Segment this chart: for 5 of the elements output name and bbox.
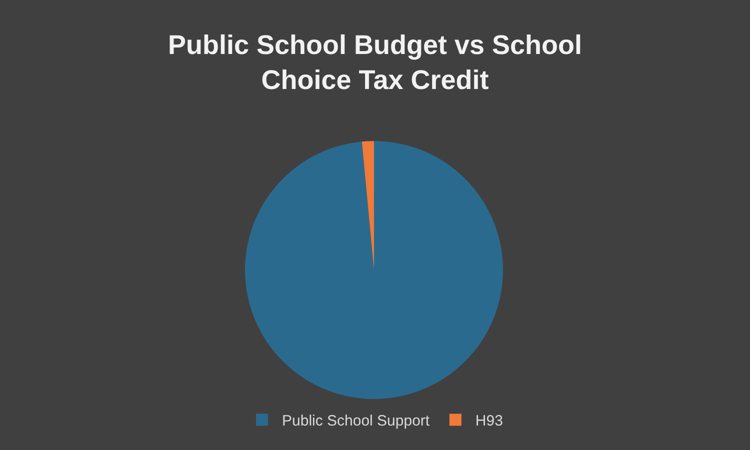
pie-slice	[245, 141, 503, 399]
chart-title: Public School Budget vs School Choice Tax Credit	[168, 30, 582, 96]
pie-slice	[362, 141, 374, 270]
legend-label: Public School Support	[282, 412, 430, 430]
legend-label: H93	[475, 412, 503, 430]
